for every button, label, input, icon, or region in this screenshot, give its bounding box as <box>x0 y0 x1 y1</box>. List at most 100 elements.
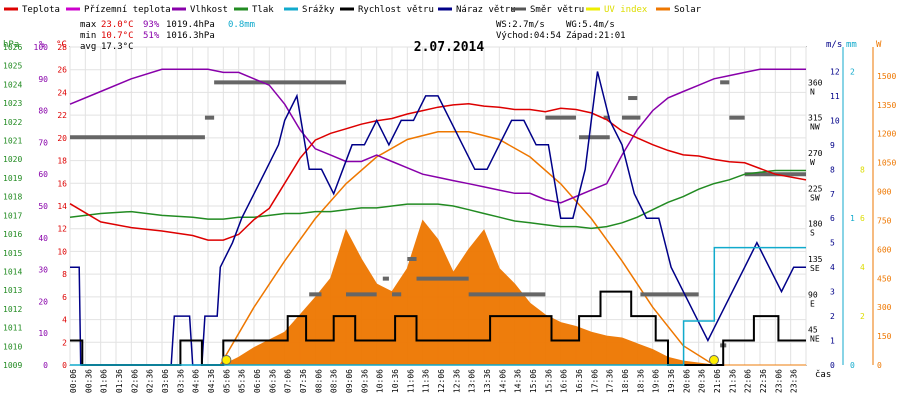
sunrise-marker <box>221 355 232 365</box>
tick-direction: 180 <box>808 220 823 229</box>
tick-temperature: 20 <box>57 134 67 143</box>
tick-time: 05:36 <box>238 369 247 393</box>
tick-direction-name: SW <box>810 193 820 202</box>
tick-direction-name: SE <box>810 264 820 273</box>
legend-label: Solar <box>674 5 702 15</box>
tick-temperature: 8 <box>62 270 67 279</box>
tick-humidity: 10 <box>38 329 48 338</box>
stat-sunset: Západ:21:01 <box>566 31 626 41</box>
tick-solar: 300 <box>877 303 892 312</box>
stat-rain: 0.8mm <box>228 20 255 30</box>
tick-time: 20:06 <box>682 369 691 393</box>
tick-time: 15:36 <box>544 369 553 393</box>
tick-pressure: 1018 <box>3 193 22 202</box>
tick-time: 12:36 <box>452 369 461 393</box>
tick-solar: 600 <box>877 245 892 254</box>
legend-label: Náraz větru <box>456 5 516 15</box>
stat-ws: WS:2.7m/s <box>496 20 545 30</box>
tick-temperature: 12 <box>57 225 67 234</box>
tick-temperature: 16 <box>57 179 67 188</box>
stat-sunrise: Východ:04:54 <box>496 31 561 41</box>
tick-pressure: 1015 <box>3 249 22 258</box>
tick-direction: 315 <box>808 114 823 123</box>
unit-pct: % <box>39 40 45 50</box>
tick-temperature: 24 <box>57 88 67 97</box>
tick-humidity: 30 <box>38 266 48 275</box>
humidity-line <box>69 68 806 204</box>
tick-time: 02:06 <box>130 369 139 393</box>
tick-wind: 3 <box>830 288 835 297</box>
tick-time: 16:36 <box>575 369 584 393</box>
tick-time: 00:36 <box>84 369 93 393</box>
tick-solar: 750 <box>877 216 892 225</box>
tick-solar: 0 <box>877 361 882 370</box>
tick-temperature: 2 <box>62 338 67 347</box>
tick-wind: 7 <box>830 190 835 199</box>
tick-time: 23:06 <box>774 369 783 393</box>
tick-direction-name: W <box>810 158 815 167</box>
legend-label: Tlak <box>252 5 274 15</box>
tick-temperature: 6 <box>62 293 67 302</box>
legend-label: Teplota <box>22 5 60 15</box>
tick-time: 11:06 <box>406 369 415 393</box>
tick-pressure: 1020 <box>3 155 22 164</box>
tick-humidity: 70 <box>38 138 48 147</box>
unit-w: W <box>876 40 882 50</box>
tick-wind: 11 <box>830 92 840 101</box>
stat-avg-label: avg <box>80 42 96 52</box>
tick-pressure: 1025 <box>3 62 22 71</box>
unit-ms: m/s <box>826 40 842 50</box>
tick-time: 21:36 <box>728 369 737 393</box>
stat-max-press: 1019.4hPa <box>166 20 215 30</box>
unit-deg: °C <box>56 40 67 50</box>
tick-time: 19:36 <box>667 369 676 393</box>
tick-temperature: 4 <box>62 316 67 325</box>
tick-uv: 8 <box>860 165 865 174</box>
tick-wind: 10 <box>830 116 840 125</box>
tick-pressure: 1011 <box>3 324 22 333</box>
legend-label: Srážky <box>302 5 335 15</box>
tick-time: 06:36 <box>268 369 277 393</box>
tick-solar: 450 <box>877 274 892 283</box>
tick-pressure: 1012 <box>3 305 22 314</box>
stat-avg-temp: 17.3°C <box>101 42 134 52</box>
unit-mm: mm <box>846 40 857 50</box>
tick-pressure: 1014 <box>3 267 22 276</box>
stat-min-hum: 51% <box>143 31 160 41</box>
tick-direction: 225 <box>808 184 823 193</box>
tick-direction: 270 <box>808 149 823 158</box>
stat-max-label: max <box>80 20 97 30</box>
legend-label: Přízemní teplota <box>84 5 171 15</box>
tick-time: 04:36 <box>207 369 216 393</box>
tick-temperature: 22 <box>57 111 67 120</box>
tick-time: 14:36 <box>514 369 523 393</box>
tick-rain: 0 <box>850 361 855 370</box>
tick-wind: 6 <box>830 214 835 223</box>
legend-label: Směr větru <box>530 5 584 15</box>
tick-wind: 8 <box>830 165 835 174</box>
tick-time: 13:36 <box>483 369 492 393</box>
tick-pressure: 1013 <box>3 286 22 295</box>
tick-humidity: 60 <box>38 170 48 179</box>
tick-wind: 4 <box>830 263 835 272</box>
tick-rain: 2 <box>850 67 855 76</box>
tick-pressure: 1021 <box>3 137 22 146</box>
tick-time: 08:06 <box>314 369 323 393</box>
pressure-line <box>69 169 806 230</box>
tick-time: 03:36 <box>176 369 185 393</box>
chart-title: 2.07.2014 <box>414 40 485 55</box>
tick-wind: 5 <box>830 239 835 248</box>
legend-label: Rychlost větru <box>358 5 434 15</box>
unit-time: čas <box>815 369 831 380</box>
tick-pressure: 1022 <box>3 118 22 127</box>
tick-direction-name: NE <box>810 335 820 344</box>
stat-wg: WG:5.4m/s <box>566 20 615 30</box>
tick-time: 07:06 <box>284 369 293 393</box>
tick-humidity: 0 <box>43 361 48 370</box>
tick-pressure: 1019 <box>3 174 22 183</box>
stat-min-press: 1016.3hPa <box>166 31 215 41</box>
legend-label: Vlhkost <box>190 5 228 15</box>
tick-time: 11:36 <box>422 369 431 393</box>
